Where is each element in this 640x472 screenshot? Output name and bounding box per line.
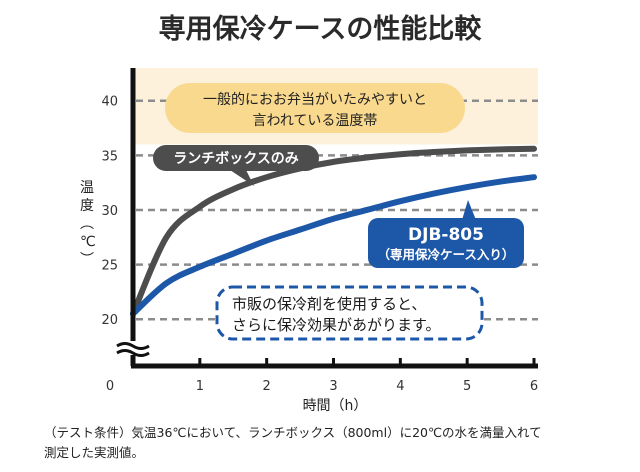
x-ticks: 0 1 2 3 4 5 6 xyxy=(106,358,538,394)
warm-zone-label-line1: 一般的におお弁当がいたみやすいと xyxy=(203,92,427,108)
series-label-djb-805-desc: （専用保冷ケース入り） xyxy=(378,247,515,262)
y-ticks: 20 25 30 35 40 xyxy=(101,95,118,329)
x-tick-label: 4 xyxy=(396,379,404,394)
x-axis-label: 時間（h） xyxy=(303,398,368,414)
x-tick-label: 1 xyxy=(196,379,204,394)
x-tick-label: 3 xyxy=(329,379,337,394)
warm-zone-bubble xyxy=(165,83,465,133)
y-tick-label: 30 xyxy=(101,204,118,219)
y-tick-label: 40 xyxy=(101,95,118,110)
series-label-djb-805-model: DJB-805 xyxy=(408,225,484,245)
series-label-lunchbox: ランチボックスのみ xyxy=(153,145,319,186)
series-label-lunchbox-text: ランチボックスのみ xyxy=(173,151,299,167)
y-tick-label: 35 xyxy=(101,149,118,164)
chart-title: 専用保冷ケースの性能比較 xyxy=(159,13,483,45)
y-axis-break xyxy=(116,341,150,357)
cooling-pack-callout: 市販の保冷剤を使用すると、 さらに保冷効果があがります。 xyxy=(215,285,484,341)
series-line-djb-805 xyxy=(130,174,537,317)
y-tick-label: 25 xyxy=(101,259,118,274)
series-label-djb-805: DJB-805 （専用保冷ケース入り） xyxy=(368,200,524,268)
x-tick-label: 0 xyxy=(106,379,114,394)
callout-line1: 市販の保冷剤を使用すると、 xyxy=(232,295,426,313)
x-tick-label: 6 xyxy=(530,379,538,394)
y-axis-label: 温度︵ ℃ ︶ xyxy=(80,180,96,268)
y-tick-label: 20 xyxy=(101,313,118,328)
x-tick-label: 2 xyxy=(263,379,271,394)
footnote-line1: （テスト条件）気温36℃において、ランチボックス（800ml）に20℃の水を満量… xyxy=(44,425,542,440)
warm-zone-label-line2: 言われている温度帯 xyxy=(253,113,378,129)
footnote-line2: 測定した実測値。 xyxy=(44,445,144,460)
series-line-lunchbox-only xyxy=(130,145,537,317)
callout-line2: さらに保冷効果があがります。 xyxy=(232,316,441,334)
x-tick-label: 5 xyxy=(463,379,471,394)
